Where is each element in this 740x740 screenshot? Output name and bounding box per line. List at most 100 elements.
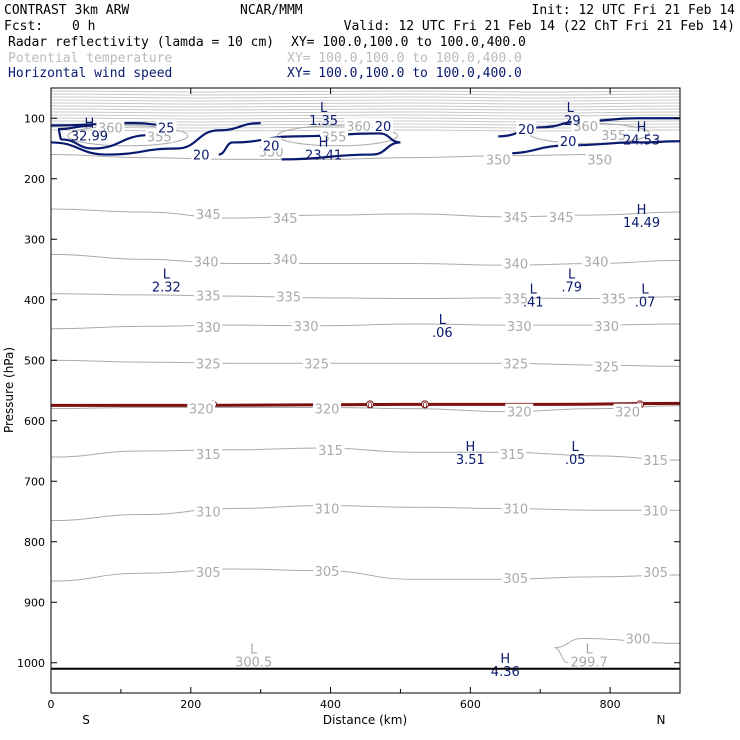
theta-label: 310 [503, 502, 528, 517]
extremum-type: L [567, 101, 575, 116]
contour-labels: 350 350 345 345 345 345 340 340 340 340 335 335 335 3… [96, 118, 670, 648]
label-mask [271, 210, 300, 225]
theta-label: 305 [315, 565, 340, 580]
x-axis-label: Distance (km) [323, 713, 407, 727]
y-tick-label: 300 [24, 233, 45, 246]
wind-label: 20 [375, 120, 392, 135]
y-tick-label: 600 [24, 415, 45, 428]
theta-label: 330 [594, 320, 619, 335]
theta-label: 320 [315, 403, 340, 418]
label-mask [187, 400, 216, 415]
theta-label: 315 [318, 444, 343, 459]
theta-label: 310 [315, 502, 340, 517]
x-tick-label: 600 [460, 698, 481, 711]
x-tick-label: 200 [180, 698, 201, 711]
label-mask [274, 288, 303, 303]
label-mask [498, 446, 527, 461]
theta-label: 330 [507, 320, 532, 335]
wind-label: 20 [193, 149, 210, 164]
north-label: N [657, 713, 666, 727]
label-mask [582, 253, 611, 268]
south-label: S [82, 713, 90, 727]
extremum-value: 32.99 [71, 129, 108, 144]
label-mask [585, 151, 614, 166]
freezing-level-marker [366, 400, 374, 409]
label-mask [313, 400, 342, 415]
theta-label: 340 [273, 253, 298, 268]
theta-label: 345 [503, 211, 528, 226]
theta-label: 330 [294, 320, 319, 335]
label-mask [194, 446, 223, 461]
theta-label: 315 [196, 448, 221, 463]
label-mask [501, 570, 530, 585]
theta-label: 305 [503, 572, 528, 587]
theta-label: 315 [643, 454, 668, 469]
y-tick-label: 900 [24, 596, 45, 609]
center-title: NCAR/MMM [240, 3, 303, 18]
theta-label: 310 [643, 504, 668, 519]
extremum-value: 24.53 [623, 134, 660, 149]
extremum-type: L [439, 313, 447, 328]
theta-label: 335 [196, 290, 221, 305]
theta-label: 305 [643, 566, 668, 581]
label-mask [624, 630, 653, 645]
theta-label: 355 [322, 130, 347, 145]
theta-label: 325 [594, 360, 619, 375]
wind-contour [505, 140, 681, 155]
theta-label: 325 [304, 357, 329, 372]
extremum-value: .05 [565, 453, 586, 468]
theta-contour-325 [50, 359, 681, 367]
wind-contour [50, 121, 170, 150]
label-mask [592, 358, 621, 373]
theta-label: 315 [500, 448, 525, 463]
theta-label: 340 [503, 257, 528, 272]
wind-contours [50, 117, 681, 161]
upper-theta-line [50, 99, 681, 102]
extremum-value: 23.41 [305, 149, 342, 164]
theta-contour-315 [50, 447, 681, 461]
extremum-value: .06 [432, 326, 453, 341]
label-mask [641, 502, 670, 517]
y-tick-label: 1000 [17, 657, 45, 670]
label-mask [547, 208, 576, 223]
label-mask [192, 253, 221, 268]
theta-label: 325 [196, 357, 221, 372]
theta-label: 360 [346, 120, 371, 135]
theta-label: 345 [273, 212, 298, 227]
extremum-type: L [163, 268, 171, 283]
upper-theta-line [50, 108, 681, 111]
theta-label: 355 [601, 129, 626, 144]
theta-label: 325 [503, 357, 528, 372]
extremum-type: L [641, 283, 649, 298]
legend-wind-xy: XY= 100.0,100.0 to 100.0,400.0 [287, 66, 522, 81]
label-mask [505, 403, 534, 418]
extremum-value: .07 [635, 296, 656, 311]
label-mask [571, 118, 600, 133]
label-mask [292, 317, 321, 332]
extremum-value: 4.36 [491, 665, 520, 680]
extremum-type: H [85, 116, 95, 131]
label-mask [641, 452, 670, 467]
theta-label: 360 [573, 120, 598, 135]
forecast-hour: 0 h [72, 19, 95, 34]
legend-reflectivity-name: Radar reflectivity (lamda = 10 cm) [8, 35, 274, 50]
extremum-type: H [637, 203, 647, 218]
theta-label: 340 [194, 256, 219, 271]
upper-theta-line [50, 102, 681, 105]
upper-theta-line [50, 96, 681, 99]
axis-ticks: 0 200 400 600 800100200300400500600700800900… [17, 88, 681, 711]
extremum-value: 3.51 [456, 453, 485, 468]
label-mask [302, 355, 331, 370]
extremum-value: .79 [561, 281, 582, 296]
y-axis-label: Pressure (hPa) [2, 347, 16, 433]
theta-label: 305 [196, 566, 221, 581]
y-tick-label: 700 [24, 475, 45, 488]
y-tick-label: 500 [24, 354, 45, 367]
upper-theta-line [50, 90, 681, 93]
label-mask [505, 317, 534, 332]
extremum-value: 299.7 [571, 656, 608, 671]
theta-contour-335 [50, 293, 681, 300]
freezing-level-label: 0 [422, 401, 427, 410]
